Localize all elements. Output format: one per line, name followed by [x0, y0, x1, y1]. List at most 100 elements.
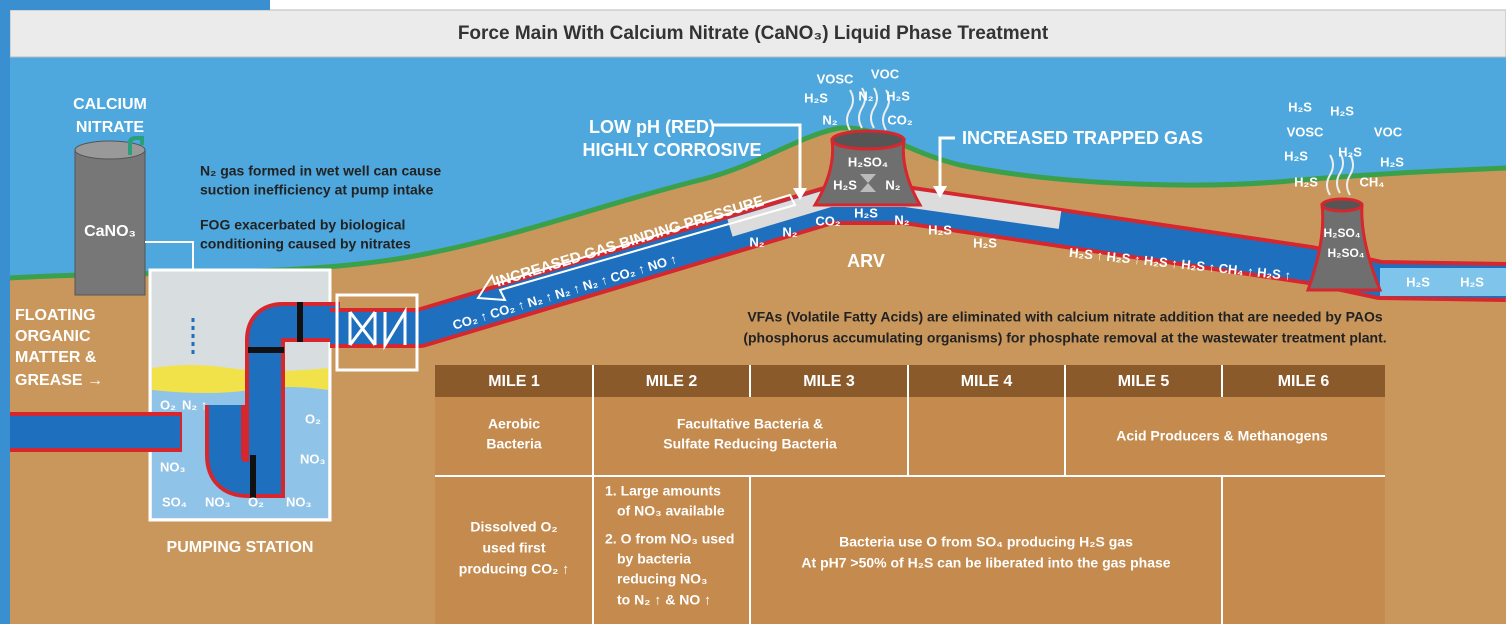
label: H₂SO₄: [848, 154, 888, 169]
table-cell-text: 1. Large amounts: [605, 483, 721, 499]
table-cell-text: Acid Producers & Methanogens: [1116, 428, 1328, 444]
note-text: N₂ gas formed in wet well can cause: [200, 163, 441, 179]
label: O₂: [160, 397, 176, 412]
label: H₂S: [1288, 99, 1312, 114]
label: H₂SO₄: [1323, 226, 1360, 240]
vapor-wisp: [870, 87, 878, 129]
label: N₂ ↑: [182, 397, 207, 412]
table-cell-text: MILE 6: [1278, 373, 1330, 390]
tank-valve: [128, 136, 144, 155]
diagram-title: Force Main With Calcium Nitrate (CaNO₃) …: [458, 23, 1049, 44]
arrow-head: [933, 186, 947, 198]
table-cell-text: by bacteria: [617, 551, 691, 567]
label: VOSC: [817, 71, 854, 86]
left-border: [0, 0, 10, 624]
pump-pipe: [209, 306, 340, 494]
table-header: [435, 365, 1385, 397]
label: CH₄: [1360, 174, 1385, 189]
table-cell-text: of NO₃ available: [617, 503, 725, 519]
table-cell-text: Dissolved O₂: [470, 519, 557, 535]
low-ph-arrow: [712, 123, 802, 192]
vapor-wisp: [882, 89, 890, 131]
vapor-wisp: [846, 89, 854, 131]
table-cell-text: At pH7 >50% of H₂S can be liberated into…: [801, 555, 1170, 571]
label: H₂S: [973, 235, 997, 250]
note-text: (phosphorus accumulating organisms) for …: [743, 330, 1386, 346]
label: NO₃: [300, 451, 326, 466]
label: H₂S: [928, 222, 952, 237]
label: O₂: [305, 411, 321, 426]
table-cell-text: MILE 2: [646, 373, 698, 390]
label: PUMPING STATION: [167, 539, 314, 556]
label: VOC: [1374, 124, 1403, 139]
title-bar: [9, 9, 1506, 58]
table-cell-text: Bacteria use O from SO₄ producing H₂S ga…: [839, 534, 1133, 550]
table-cell-text: producing CO₂ ↑: [459, 561, 569, 577]
arv-valve: [860, 174, 876, 192]
label: N₂: [894, 212, 909, 227]
table-cell-text: Facultative Bacteria &: [677, 416, 823, 432]
label: H₂S: [833, 177, 857, 192]
table-cell-text: MILE 4: [961, 373, 1013, 390]
table-cell-text: MILE 5: [1118, 373, 1170, 390]
label: H₂S: [804, 90, 828, 105]
label: N₂: [822, 112, 837, 127]
label: CO₂: [815, 213, 841, 228]
table-cell-text: Bacteria: [486, 436, 541, 452]
gas-binding-arrow: [476, 193, 797, 302]
label: H₂S: [854, 205, 878, 220]
top-left-bar: [0, 0, 270, 10]
label: FLOATING: [15, 307, 96, 324]
arrow-head: [793, 188, 807, 200]
label: VOC: [871, 66, 900, 81]
note-text: VFAs (Volatile Fatty Acids) are eliminat…: [747, 309, 1383, 325]
label: NITRATE: [76, 119, 144, 136]
label: VOSC: [1287, 124, 1324, 139]
vapor-wisp: [1346, 154, 1354, 196]
label: CO₂: [887, 112, 913, 127]
label: H₂S: [1284, 148, 1308, 163]
table-cell-text: MILE 3: [803, 373, 855, 390]
label: O₂: [248, 494, 264, 509]
label: SO₄: [162, 494, 187, 509]
label: NO₃: [205, 494, 231, 509]
table-cell-text: 2. O from NO₃ used: [605, 531, 734, 547]
label: H₂S: [1460, 274, 1484, 289]
vent-body: [1305, 203, 1383, 292]
top-strip: [0, 0, 1506, 10]
tank-top: [74, 140, 146, 160]
label: N₂: [749, 234, 764, 249]
vapor-wisp: [1336, 152, 1344, 194]
table-cell-text: MILE 1: [488, 373, 540, 390]
label: INCREASED TRAPPED GAS: [962, 128, 1203, 148]
table-cell-text: Sulfate Reducing Bacteria: [663, 436, 837, 452]
label: H₂S: [1330, 103, 1354, 118]
label: N₂: [782, 224, 797, 239]
label: CaNO₃: [84, 223, 136, 240]
label: NO₃: [160, 459, 186, 474]
vapor-wisp: [1326, 154, 1334, 196]
label: H₂S: [1406, 274, 1430, 289]
label: H₂S: [1338, 144, 1362, 159]
label: N₂: [885, 177, 900, 192]
feed-line: [145, 241, 194, 275]
note-text: conditioning caused by nitrates: [200, 236, 411, 252]
label: MATTER &: [15, 349, 97, 366]
table-cell-text: Aerobic: [488, 416, 540, 432]
table-cell-text: reducing NO₃: [617, 571, 707, 587]
label: H₂S: [1294, 174, 1318, 189]
note-text: suction inefficiency at pump intake: [200, 182, 434, 198]
label: N₂: [858, 88, 873, 103]
valve-symbol: [348, 306, 407, 351]
label: H₂S: [1380, 154, 1404, 169]
valve-vault: [335, 293, 419, 372]
vapor-wisp: [858, 87, 866, 129]
trapped-gas-arrow: [938, 136, 955, 190]
label: ORGANIC: [15, 328, 91, 345]
grass-line: [9, 125, 1506, 281]
label: ARV: [847, 251, 885, 271]
label: NO₃: [286, 494, 312, 509]
vent-top: [1320, 197, 1364, 213]
